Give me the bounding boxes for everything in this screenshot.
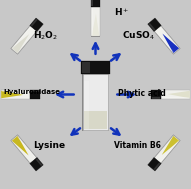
Polygon shape <box>0 90 31 99</box>
Polygon shape <box>91 0 100 7</box>
Bar <box>84 111 107 129</box>
Polygon shape <box>156 32 174 53</box>
Polygon shape <box>148 18 161 32</box>
Polygon shape <box>92 14 99 36</box>
Bar <box>82 73 109 131</box>
Bar <box>83 74 108 130</box>
Polygon shape <box>2 91 28 92</box>
Polygon shape <box>163 97 189 98</box>
Bar <box>81 61 110 74</box>
Text: CuSO$_4$: CuSO$_4$ <box>122 29 155 42</box>
Polygon shape <box>12 28 30 49</box>
Polygon shape <box>154 25 180 55</box>
Text: H$_2$O$_2$: H$_2$O$_2$ <box>33 29 58 42</box>
Polygon shape <box>148 157 161 171</box>
Polygon shape <box>1 90 30 99</box>
Polygon shape <box>11 26 36 54</box>
Polygon shape <box>1 91 23 98</box>
Text: Hyaluronidase: Hyaluronidase <box>3 89 60 95</box>
Text: Phytic acid: Phytic acid <box>118 89 166 98</box>
Polygon shape <box>92 9 93 35</box>
Bar <box>84 81 89 129</box>
Polygon shape <box>11 135 36 163</box>
Text: Vitamin B6: Vitamin B6 <box>114 141 161 150</box>
Polygon shape <box>17 136 35 157</box>
Polygon shape <box>149 23 155 31</box>
Polygon shape <box>91 0 93 6</box>
Polygon shape <box>154 163 160 170</box>
Polygon shape <box>12 34 29 53</box>
Bar <box>82 62 90 73</box>
Polygon shape <box>155 26 180 54</box>
Polygon shape <box>11 25 37 55</box>
Polygon shape <box>91 7 100 36</box>
Polygon shape <box>152 97 160 99</box>
Polygon shape <box>161 140 179 161</box>
Polygon shape <box>168 91 190 98</box>
Polygon shape <box>161 90 190 99</box>
Polygon shape <box>155 135 180 163</box>
Polygon shape <box>31 19 37 26</box>
Text: H$^+$: H$^+$ <box>114 7 130 18</box>
Polygon shape <box>12 136 29 156</box>
Polygon shape <box>91 6 100 37</box>
Polygon shape <box>151 90 161 99</box>
Text: Lysine: Lysine <box>33 141 65 150</box>
Polygon shape <box>31 90 39 92</box>
Polygon shape <box>160 90 191 99</box>
Polygon shape <box>30 90 40 99</box>
Polygon shape <box>162 136 179 155</box>
Polygon shape <box>162 33 179 53</box>
Polygon shape <box>30 157 43 171</box>
Polygon shape <box>11 134 37 164</box>
Polygon shape <box>36 158 42 166</box>
Polygon shape <box>154 134 180 164</box>
Polygon shape <box>30 18 43 32</box>
